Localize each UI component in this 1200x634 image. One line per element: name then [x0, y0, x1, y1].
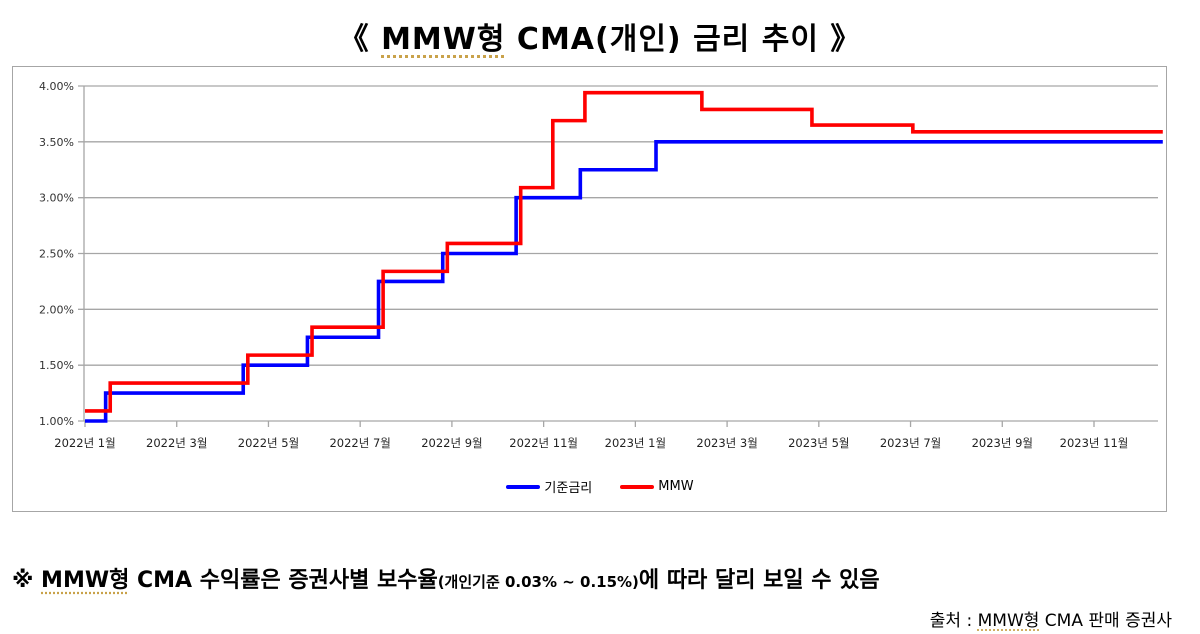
- x-tick-label: 2023년 1월: [605, 436, 666, 450]
- x-tick-label: 2023년 5월: [788, 436, 849, 450]
- x-tick-label: 2022년 5월: [238, 436, 299, 450]
- y-tick-label: 4.00%: [39, 80, 74, 93]
- x-tick-label: 2022년 3월: [146, 436, 207, 450]
- note-product: MMW형: [41, 568, 130, 593]
- x-tick-label: 2022년 7월: [329, 436, 390, 450]
- y-tick-label: 3.50%: [39, 136, 74, 149]
- legend-item-base-rate: 기준금리: [506, 477, 592, 496]
- y-tick-label: 1.00%: [39, 415, 74, 428]
- y-tick-label: 2.00%: [39, 303, 74, 316]
- source-label: 출처 :: [929, 611, 978, 631]
- series-line-mmw: [85, 90, 1163, 413]
- y-tick-label: 2.50%: [39, 248, 74, 261]
- legend-item-mmw: MMW: [620, 477, 694, 496]
- plot-area: 1.00% 1.50% 2.00% 2.50% 3.00% 3.50% 4.00% 2022년…: [39, 80, 1163, 450]
- note-text-end: 에 따라 달리 보일 수 있음: [638, 568, 880, 593]
- legend-label: 기준금리: [544, 481, 593, 496]
- note-fee-range: (개인기준 0.03% ~ 0.15%): [437, 573, 639, 591]
- x-tick-label: 2023년 11월: [1060, 436, 1129, 450]
- legend-swatch-red: [620, 484, 655, 489]
- title-open-bracket: 《: [338, 22, 370, 57]
- note-text: CMA 수익률은 증권사별 보수율: [129, 568, 438, 593]
- source-product: MMW형: [977, 611, 1040, 631]
- x-tick-label: 2023년 7월: [880, 436, 941, 450]
- legend: 기준금리 MMW: [0, 477, 1200, 496]
- x-tick-label: 2022년 11월: [509, 436, 578, 450]
- x-tick-label: 2023년 9월: [972, 436, 1033, 450]
- legend-label: MMW: [658, 479, 694, 494]
- y-tick-label: 3.00%: [39, 192, 74, 205]
- source-credit: 출처 : MMW형 CMA 판매 증권사: [930, 606, 1172, 631]
- series-line-base-rate: [85, 140, 1163, 423]
- reference-mark: ※: [12, 568, 42, 593]
- source-rest: CMA 판매 증권사: [1039, 611, 1172, 631]
- title-product-name: MMW형: [381, 22, 506, 57]
- chart-title: 《 MMW형 CMA(개인) 금리 추이 》: [0, 14, 1200, 58]
- x-tick-label: 2022년 1월: [54, 436, 115, 450]
- x-tick-label: 2022년 9월: [421, 436, 482, 450]
- footnote: ※ MMW형 CMA 수익률은 증권사별 보수율(개인기준 0.03% ~ 0.…: [12, 562, 880, 594]
- title-close-bracket: 》: [830, 22, 862, 57]
- y-tick-label: 1.50%: [39, 359, 74, 372]
- title-rest: CMA(개인) 금리 추이: [505, 22, 831, 57]
- legend-swatch-blue: [506, 484, 541, 489]
- x-tick-label: 2023년 3월: [696, 436, 757, 450]
- chart-frame: 1.00% 1.50% 2.00% 2.50% 3.00% 3.50% 4.00% 2022년…: [12, 66, 1167, 512]
